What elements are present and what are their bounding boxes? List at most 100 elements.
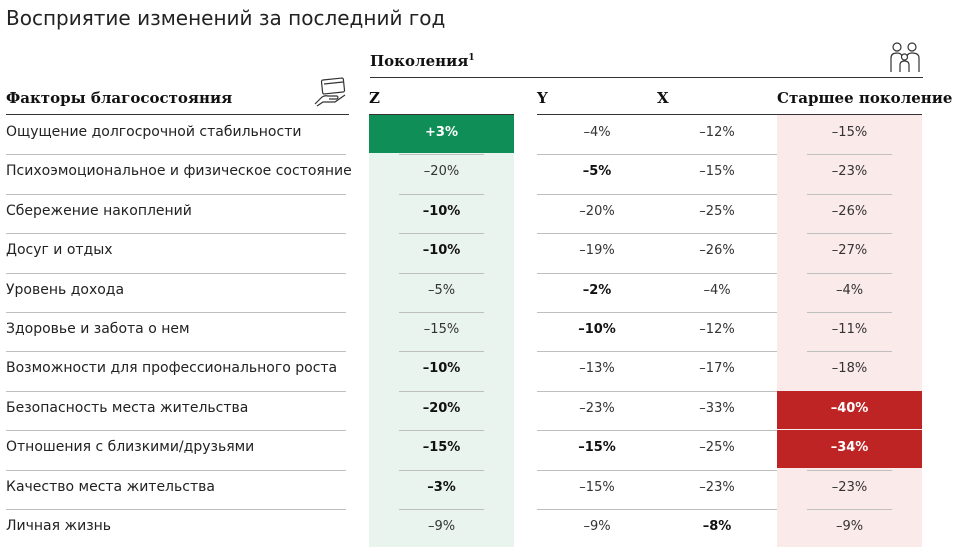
table-cell: –5% [582, 164, 612, 180]
row-divider [6, 233, 346, 235]
cell-divider [807, 351, 892, 353]
table-cell: –4% [835, 282, 864, 298]
column-header-y: Y [537, 89, 548, 107]
table-cell: –3% [427, 479, 456, 495]
cell-divider [399, 233, 484, 235]
table-cell: –23% [831, 479, 868, 495]
row-label: Безопасность места жительства [6, 399, 249, 416]
table-cell: –10% [422, 243, 461, 259]
cell-divider [399, 430, 484, 432]
cell-divider [537, 154, 657, 156]
table-cell: –8% [702, 519, 732, 534]
row-divider [6, 351, 346, 353]
table-cell: –25% [699, 440, 735, 456]
table-cell: –11% [831, 322, 868, 337]
row-label: Здоровье и забота о нем [6, 321, 190, 337]
column-header-underline [657, 114, 777, 115]
positive-highlight-cell [369, 115, 514, 153]
table-cell: –19% [579, 243, 615, 259]
cell-divider [537, 430, 657, 432]
table-cell: –34% [830, 440, 869, 456]
cell-divider [537, 351, 657, 353]
cell-divider [657, 351, 777, 353]
row-label: Отношения с близкими/друзьями [6, 439, 255, 456]
table-cell: –25% [699, 203, 735, 219]
table-cell: –15% [699, 164, 735, 180]
table-cell: –9% [583, 519, 611, 534]
row-divider [6, 193, 346, 195]
table-cell: –2% [582, 282, 612, 298]
factors-header-underline [6, 114, 349, 115]
row-label: Сбережение накоплений [6, 202, 192, 219]
table-cell: –12% [699, 322, 735, 337]
row-divider [6, 154, 346, 156]
page-title: Восприятие изменений за последний год [6, 6, 446, 30]
table-cell: –33% [699, 400, 735, 416]
table-cell: –4% [583, 125, 611, 140]
cell-divider [537, 233, 657, 235]
table-cell: –40% [830, 400, 869, 416]
table-cell: –26% [699, 243, 735, 259]
table-cell: –4% [703, 282, 731, 298]
column-header-underline [369, 114, 514, 115]
table-cell: –9% [427, 519, 456, 534]
cell-divider [537, 312, 657, 313]
generations-header: Поколения1 [370, 52, 475, 70]
row-divider [6, 312, 346, 313]
table-cell: –27% [831, 243, 868, 259]
column-header-older: Старшее поколение [777, 89, 953, 107]
column-header-x: X [657, 89, 669, 107]
table-cell: +3% [425, 125, 458, 140]
row-label: Ощущение долгосрочной стабильности [6, 124, 302, 140]
cell-divider [399, 272, 484, 274]
cell-divider [807, 154, 892, 156]
cell-divider [537, 469, 657, 471]
column-header-z: Z [369, 89, 380, 107]
older-column-background [777, 115, 922, 547]
table-cell: –10% [422, 361, 461, 377]
row-divider [6, 272, 346, 274]
cell-divider [399, 469, 484, 471]
row-label: Личная жизнь [6, 518, 112, 534]
table-cell: –20% [422, 400, 461, 416]
table-cell: –23% [699, 479, 735, 495]
cell-divider [807, 272, 892, 274]
footnote-marker: 1 [468, 53, 475, 63]
cell-divider [399, 193, 484, 195]
negative-highlight-cell [777, 390, 922, 429]
cell-divider [657, 430, 777, 432]
row-label: Уровень дохода [6, 281, 125, 298]
factors-header: Факторы благосостояния [6, 89, 233, 107]
table-cell: –9% [835, 519, 864, 534]
cell-divider [399, 509, 484, 510]
row-label: Качество места жительства [6, 478, 215, 495]
cell-divider [657, 390, 777, 392]
table-cell: –20% [423, 164, 460, 180]
cell-divider [807, 233, 892, 235]
cell-divider [807, 193, 892, 195]
cell-divider [657, 509, 777, 510]
cell-divider [399, 312, 484, 313]
table-cell: –23% [831, 164, 868, 180]
negative-highlight-cell [777, 430, 922, 469]
column-header-underline [537, 114, 657, 115]
cell-divider [657, 312, 777, 313]
row-divider [6, 469, 346, 471]
table-cell: –15% [423, 322, 460, 337]
cell-divider [657, 233, 777, 235]
cell-divider [807, 509, 892, 510]
table-cell: –20% [579, 203, 615, 219]
table-cell: –23% [579, 400, 615, 416]
table-cell: –10% [578, 322, 616, 337]
cell-divider [537, 509, 657, 510]
cell-divider [399, 390, 484, 392]
row-label: Досуг и отдых [6, 242, 113, 259]
cell-divider [537, 193, 657, 195]
z-column-background [369, 115, 514, 547]
cell-divider [537, 390, 657, 392]
table-cell: –15% [422, 440, 461, 456]
generations-divider [370, 77, 923, 78]
table-cell: –18% [831, 361, 868, 377]
table-cell: –17% [699, 361, 735, 377]
cell-divider [807, 312, 892, 313]
